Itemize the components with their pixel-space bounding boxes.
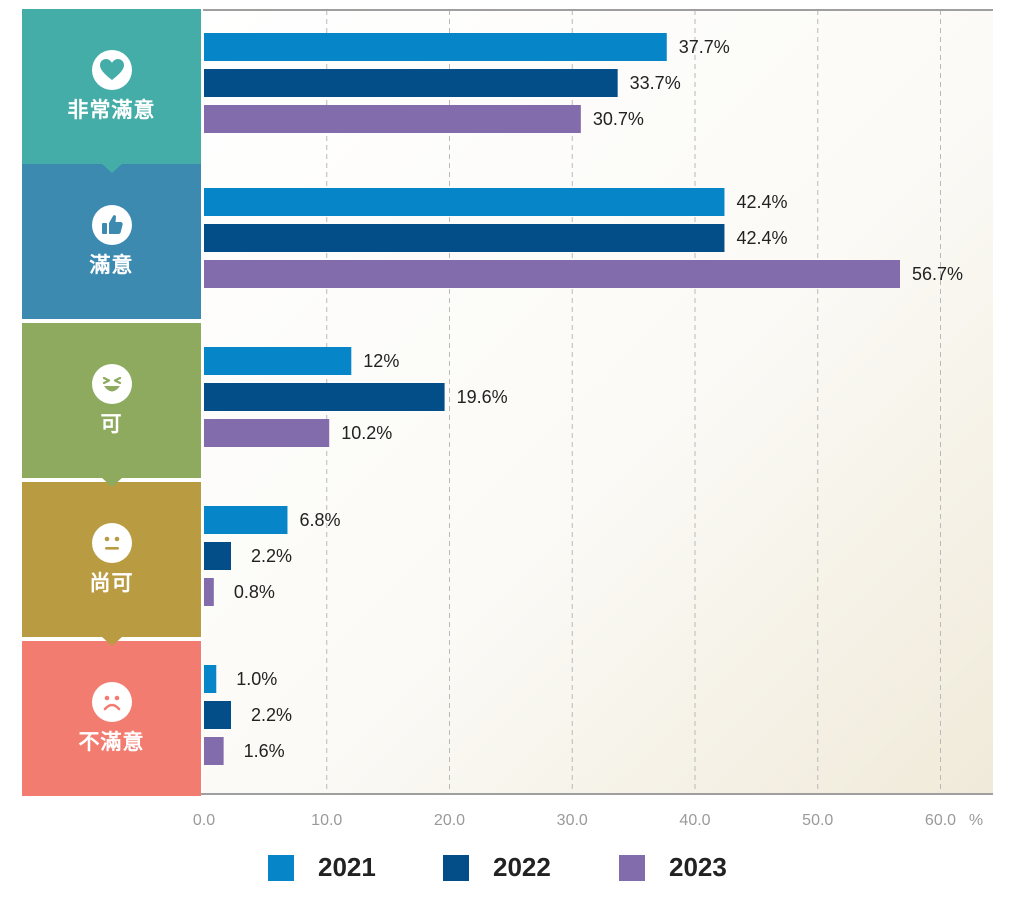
data-label: 42.4% bbox=[736, 228, 787, 248]
category-pointer bbox=[100, 163, 123, 173]
data-label: 30.7% bbox=[593, 109, 644, 129]
data-label: 33.7% bbox=[630, 73, 681, 93]
data-label: 10.2% bbox=[341, 423, 392, 443]
data-label: 2.2% bbox=[251, 705, 292, 725]
data-label: 42.4% bbox=[736, 192, 787, 212]
legend-item-2023: 2023 bbox=[619, 852, 727, 883]
category-3: 尚可 bbox=[22, 482, 201, 646]
bar-2022 bbox=[204, 542, 232, 570]
legend-swatch bbox=[268, 854, 294, 881]
x-axis-unit: % bbox=[969, 812, 983, 829]
category-label: 尚可 bbox=[89, 570, 134, 595]
legend-swatch bbox=[443, 854, 469, 881]
data-label: 19.6% bbox=[457, 387, 508, 407]
category-label: 滿意 bbox=[89, 252, 134, 277]
bar-2023 bbox=[204, 260, 900, 288]
x-tick-label: 50.0 bbox=[802, 812, 833, 829]
bar-2021 bbox=[204, 33, 667, 61]
laughing-face-icon bbox=[91, 363, 132, 404]
category-label: 非常滿意 bbox=[67, 97, 156, 122]
data-label: 37.7% bbox=[679, 37, 730, 57]
data-label: 12% bbox=[363, 351, 399, 371]
data-label: 2.2% bbox=[251, 546, 292, 566]
bar-2023 bbox=[204, 578, 214, 606]
sad-face-icon bbox=[91, 681, 132, 722]
bar-2023 bbox=[204, 419, 330, 447]
data-label: 0.8% bbox=[234, 582, 275, 602]
data-label: 56.7% bbox=[912, 264, 963, 284]
bar-2023 bbox=[204, 105, 581, 133]
x-tick-label: 40.0 bbox=[679, 812, 710, 829]
bar-2022 bbox=[204, 701, 232, 729]
x-tick-label: 30.0 bbox=[557, 812, 588, 829]
x-tick-label: 0.0 bbox=[193, 812, 215, 829]
bar-2021 bbox=[204, 665, 217, 693]
x-tick-label: 10.0 bbox=[311, 812, 342, 829]
bar-2021 bbox=[204, 347, 352, 375]
neutral-face-icon bbox=[91, 522, 132, 563]
category-1: 滿意 bbox=[22, 164, 201, 319]
bar-2023 bbox=[204, 737, 224, 765]
legend-label: 2022 bbox=[493, 852, 551, 882]
legend-swatch bbox=[619, 854, 645, 881]
bar-2021 bbox=[204, 506, 288, 534]
legend-label: 2021 bbox=[318, 852, 376, 882]
legend-item-2022: 2022 bbox=[443, 852, 551, 883]
legend-item-2021: 2021 bbox=[268, 852, 376, 883]
bar-2022 bbox=[204, 69, 618, 97]
x-tick-label: 60.0 bbox=[925, 812, 956, 829]
x-tick-label: 20.0 bbox=[434, 812, 465, 829]
category-0: 非常滿意 bbox=[22, 9, 201, 173]
category-4: 不滿意 bbox=[22, 641, 201, 796]
legend-label: 2023 bbox=[669, 852, 727, 882]
category-2: 可 bbox=[22, 323, 201, 487]
data-label: 6.8% bbox=[299, 510, 340, 530]
category-label: 可 bbox=[100, 411, 123, 436]
category-pointer bbox=[100, 636, 123, 646]
data-label: 1.0% bbox=[236, 669, 277, 689]
legend: 2021 2022 2023 bbox=[0, 852, 1023, 888]
category-pointer bbox=[100, 477, 123, 487]
heart-icon bbox=[91, 49, 132, 90]
bar-2022 bbox=[204, 224, 725, 252]
thumbs-up-icon bbox=[91, 204, 132, 245]
data-label: 1.6% bbox=[244, 741, 285, 761]
category-label: 不滿意 bbox=[78, 729, 145, 754]
bar-2022 bbox=[204, 383, 445, 411]
bar-2021 bbox=[204, 188, 725, 216]
